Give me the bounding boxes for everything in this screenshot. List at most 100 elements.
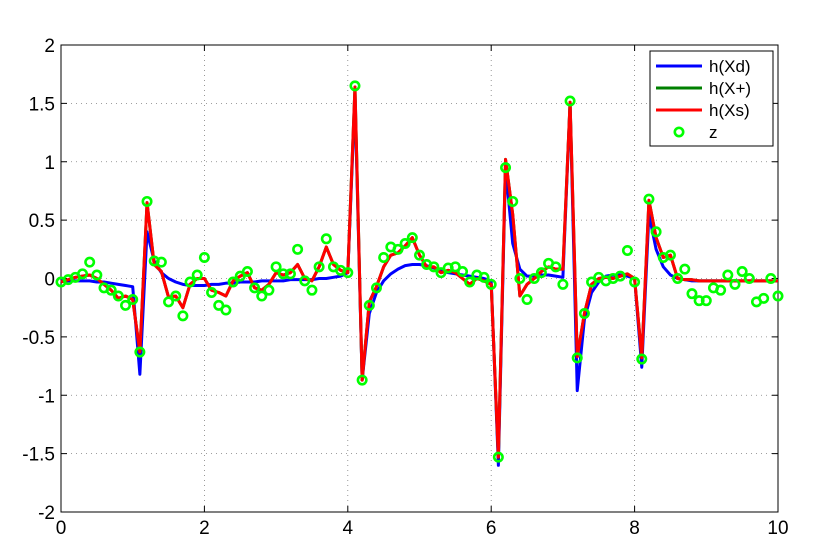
z-data-point	[614, 270, 626, 282]
y-tick-label: -1	[38, 386, 55, 407]
z-data-point	[765, 272, 777, 284]
z-data-point	[292, 243, 304, 255]
z-data-point	[736, 265, 748, 277]
z-data-point	[249, 282, 261, 294]
z-data-point	[234, 270, 246, 282]
z-data-point	[664, 249, 676, 261]
y-tick-label: 0	[44, 270, 55, 291]
z-data-point	[636, 353, 648, 365]
z-data-point	[349, 80, 361, 92]
z-data-point	[428, 261, 440, 273]
z-data-point	[500, 162, 512, 174]
z-data-point	[241, 265, 253, 277]
z-data-point	[492, 451, 504, 463]
z-markers	[55, 80, 784, 463]
y-tick-labels: -2 -1.5 -1 -0.5 0 0.5 1 1.5 2	[22, 36, 55, 524]
z-data-point	[507, 195, 519, 207]
y-tick-label: 1.5	[29, 94, 55, 115]
x-tick-label: 10	[767, 518, 788, 539]
x-tick-label: 2	[199, 518, 210, 539]
y-tick-label: -0.5	[22, 328, 55, 349]
z-data-point	[320, 233, 332, 245]
z-data-point	[141, 195, 153, 207]
z-data-point	[206, 287, 218, 299]
z-data-point	[729, 278, 741, 290]
legend-label-z: z	[709, 123, 718, 142]
z-data-point	[177, 310, 189, 322]
z-data-point	[772, 290, 784, 302]
z-data-point	[370, 282, 382, 294]
z-data-point	[263, 284, 275, 296]
x-tick-label: 4	[343, 518, 354, 539]
z-data-point	[184, 276, 196, 288]
z-data-point	[679, 263, 691, 275]
z-data-point	[564, 95, 576, 107]
z-data-point	[550, 261, 562, 273]
z-data-point	[198, 251, 210, 263]
z-data-point	[485, 278, 497, 290]
x-tick-label: 6	[486, 518, 497, 539]
y-tick-label: 2	[44, 36, 55, 57]
y-tick-label: 0.5	[29, 211, 55, 232]
z-data-point	[191, 269, 203, 281]
z-data-point	[342, 267, 354, 279]
z-data-point	[155, 256, 167, 268]
z-data-point	[356, 374, 368, 386]
z-data-point	[270, 261, 282, 273]
z-data-point	[528, 272, 540, 284]
legend-label-h-xs: h(Xs)	[709, 101, 750, 120]
z-data-point	[306, 284, 318, 296]
z-data-point	[629, 276, 641, 288]
z-data-point	[478, 271, 490, 283]
z-data-point	[313, 261, 325, 273]
z-data-point	[120, 299, 132, 311]
z-data-point	[363, 299, 375, 311]
z-data-point	[134, 346, 146, 358]
z-data-point	[227, 276, 239, 288]
z-data-point	[571, 352, 583, 364]
z-data-point	[91, 269, 103, 281]
legend: h(Xd) h(X+) h(Xs) z	[649, 50, 774, 147]
z-data-point	[435, 267, 447, 279]
x-tick-label: 8	[629, 518, 640, 539]
z-data-point	[715, 284, 727, 296]
legend-label-h-xd: h(Xd)	[709, 57, 751, 76]
z-data-point	[643, 193, 655, 205]
z-data-point	[449, 261, 461, 273]
z-data-point	[256, 290, 268, 302]
z-data-point	[722, 269, 734, 281]
z-data-point	[758, 292, 770, 304]
z-data-point	[578, 308, 590, 320]
z-data-point	[112, 290, 124, 302]
z-data-point	[686, 288, 698, 300]
z-data-point	[284, 268, 296, 280]
z-data-point	[105, 284, 117, 296]
z-data-point	[672, 272, 684, 284]
z-data-point	[163, 296, 175, 308]
series-line-h-xs	[60, 85, 778, 459]
z-data-point	[464, 276, 476, 288]
x-tick-labels: 0 2 4 6 8 10	[56, 518, 789, 539]
z-data-point	[621, 244, 633, 256]
y-tick-label: -2	[38, 503, 55, 524]
z-data-point	[220, 304, 232, 316]
z-data-point	[84, 256, 96, 268]
legend-items: h(Xd) h(X+) h(Xs) z	[656, 57, 751, 142]
z-data-point	[535, 267, 547, 279]
z-data-point	[700, 295, 712, 307]
z-data-point	[399, 237, 411, 249]
y-tick-label: -1.5	[22, 445, 55, 466]
z-data-point	[521, 294, 533, 306]
z-data-point	[413, 249, 425, 261]
z-data-point	[77, 268, 89, 280]
z-data-point	[127, 294, 139, 306]
z-data-point	[299, 275, 311, 287]
z-data-point	[406, 232, 418, 244]
y-tick-label: 1	[44, 153, 55, 174]
z-data-point	[457, 265, 469, 277]
z-data-point	[213, 299, 225, 311]
z-data-point	[378, 251, 390, 263]
z-data-point	[586, 276, 598, 288]
z-data-point	[557, 278, 569, 290]
